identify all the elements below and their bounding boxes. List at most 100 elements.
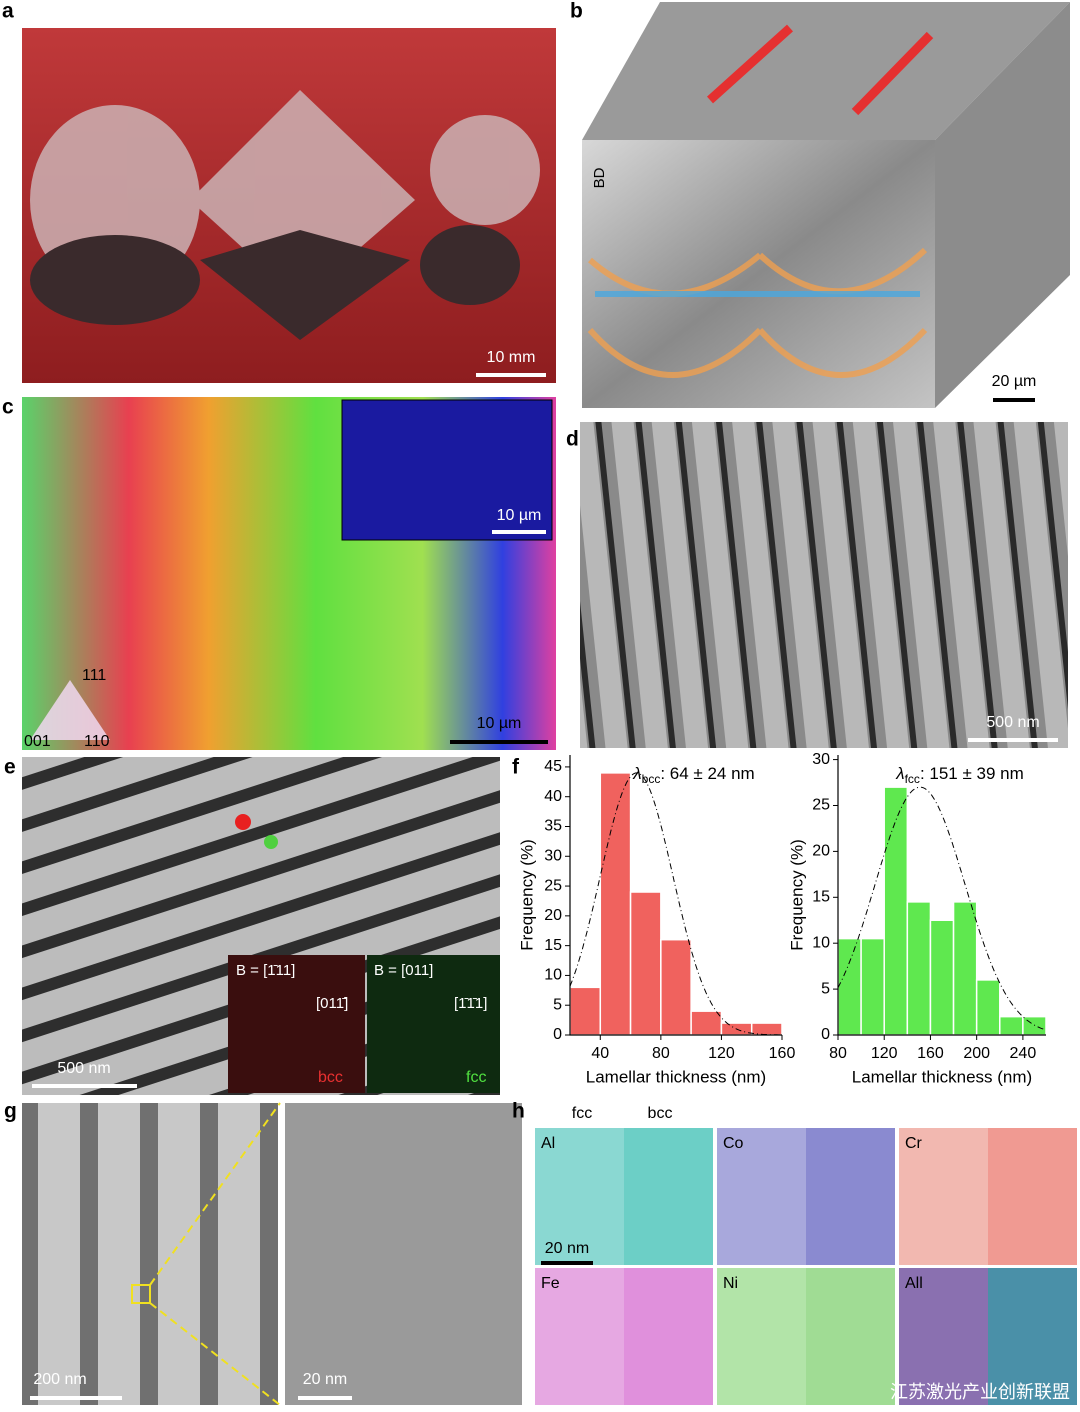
- panel-letter: b: [570, 0, 583, 23]
- y-axis-label: Frequency (%): [787, 839, 806, 950]
- title-symbol: λ: [632, 764, 641, 783]
- histogram-bar: [750, 1022, 783, 1036]
- histogram-bar: [660, 938, 692, 1036]
- histogram-bar: [906, 901, 932, 1036]
- scale-bar-label: 10 µm: [477, 715, 522, 732]
- cube-front: [582, 140, 935, 408]
- scale-bar-label: 20 nm: [303, 1371, 347, 1388]
- title-text: : 151 ± 39 nm: [920, 764, 1024, 783]
- eds-map: [988, 1268, 1077, 1405]
- y-tick-label: 40: [544, 788, 562, 805]
- diffraction-bcc: [228, 955, 365, 1093]
- arrows: [706, 24, 934, 116]
- scale-bar-label: 500 nm: [986, 714, 1039, 731]
- eds-map: [624, 1268, 713, 1405]
- phase-label: bcc: [318, 1069, 343, 1086]
- eds-map: [899, 1128, 988, 1265]
- panel-letter: e: [4, 756, 16, 779]
- watermark: 江苏激光产业创新联盟: [890, 1382, 1070, 1403]
- panel-letter: c: [2, 396, 14, 419]
- cube-top: [582, 2, 1070, 140]
- element-label: Cr: [905, 1135, 923, 1152]
- y-tick-label: 15: [544, 937, 562, 954]
- zoom-lines: [149, 1102, 281, 1406]
- cube-side: [935, 2, 1070, 408]
- zone-axis: B = [011]: [374, 962, 433, 979]
- eds-map: [806, 1268, 895, 1405]
- y-tick-label: 20: [812, 843, 830, 860]
- histogram-bar: [975, 979, 1001, 1036]
- phase-label: fcc: [466, 1069, 486, 1086]
- key-label: 110: [84, 733, 110, 750]
- histogram-bar: [929, 919, 955, 1036]
- direction: [1̄1̄1]: [454, 995, 487, 1012]
- y-tick-label: 0: [821, 1026, 830, 1043]
- panel-letter: f: [512, 756, 520, 779]
- chart-title: λfcc: 151 ± 39 nm: [895, 764, 1024, 786]
- y-tick-label: 45: [544, 758, 562, 775]
- diffraction-fcc: [367, 955, 500, 1093]
- histogram-bar: [1022, 1015, 1047, 1036]
- scale-bar-label: 20 µm: [992, 373, 1037, 390]
- marker-fcc: [264, 835, 278, 849]
- y-tick-label: 10: [544, 967, 562, 984]
- column-label: fcc: [572, 1105, 592, 1122]
- histogram-bar: [883, 786, 909, 1036]
- scale-bar-label: 500 nm: [57, 1060, 110, 1077]
- zoom-box: [131, 1284, 151, 1304]
- x-tick-label: 120: [708, 1045, 735, 1062]
- eds-map: [988, 1128, 1077, 1265]
- x-tick-label: 240: [1010, 1045, 1037, 1062]
- title-subscript: bcc: [642, 772, 661, 786]
- x-tick-label: 80: [652, 1045, 670, 1062]
- chart-title: λbcc: 64 ± 24 nm: [632, 764, 754, 786]
- eds-map: [717, 1268, 806, 1405]
- reflection: [30, 225, 520, 340]
- histogram-bar: [569, 986, 602, 1036]
- histogram-bar: [860, 937, 885, 1036]
- y-tick-label: 30: [544, 847, 562, 864]
- x-tick-label: 120: [871, 1045, 898, 1062]
- eds-map: [624, 1128, 713, 1265]
- x-tick-label: 160: [917, 1045, 944, 1062]
- key-label: 001: [24, 733, 51, 750]
- y-tick-label: 5: [553, 996, 562, 1013]
- stem-image: [22, 1103, 278, 1405]
- x-tick-label: 160: [769, 1045, 796, 1062]
- histogram-bar: [952, 901, 978, 1036]
- title-subscript: fcc: [905, 772, 920, 786]
- y-tick-label: 10: [812, 934, 830, 951]
- x-axis-label: Lamellar thickness (nm): [852, 1067, 1032, 1086]
- element-label: Fe: [541, 1275, 560, 1292]
- direction: [011̄]: [316, 995, 348, 1012]
- ipf-key: [30, 680, 110, 740]
- axis-label: BD: [591, 167, 608, 188]
- fit-curve: [837, 786, 1047, 1031]
- eds-map: [806, 1128, 895, 1265]
- fit-curve: [569, 772, 782, 1036]
- histogram-bar: [690, 1010, 723, 1036]
- x-tick-label: 80: [829, 1045, 847, 1062]
- y-tick-label: 0: [553, 1026, 562, 1043]
- title-text: : 64 ± 24 nm: [660, 764, 754, 783]
- x-tick-label: 40: [591, 1045, 609, 1062]
- panel-letter: h: [512, 1100, 525, 1123]
- zone-axis: B = [1̄11]: [236, 962, 295, 979]
- marker-bcc: [235, 814, 251, 830]
- phase-map-inset: [341, 399, 553, 541]
- x-tick-label: 200: [963, 1045, 990, 1062]
- x-axis-label: Lamellar thickness (nm): [586, 1067, 766, 1086]
- element-label: All: [905, 1275, 923, 1292]
- y-tick-label: 15: [812, 889, 830, 906]
- scale-bar-label: 200 nm: [33, 1371, 86, 1388]
- element-label: Al: [541, 1135, 555, 1152]
- eds-map: [899, 1268, 988, 1405]
- element-label: Co: [723, 1135, 744, 1152]
- sem-image: [580, 422, 1068, 748]
- histogram-bar: [999, 1015, 1024, 1036]
- histogram-bar: [837, 937, 862, 1036]
- y-tick-label: 5: [821, 980, 830, 997]
- eds-maps: Al Co Cr Fe Ni All: [535, 1128, 1077, 1405]
- eds-map: [535, 1268, 624, 1405]
- scale-bar-label: 10 µm: [497, 507, 542, 524]
